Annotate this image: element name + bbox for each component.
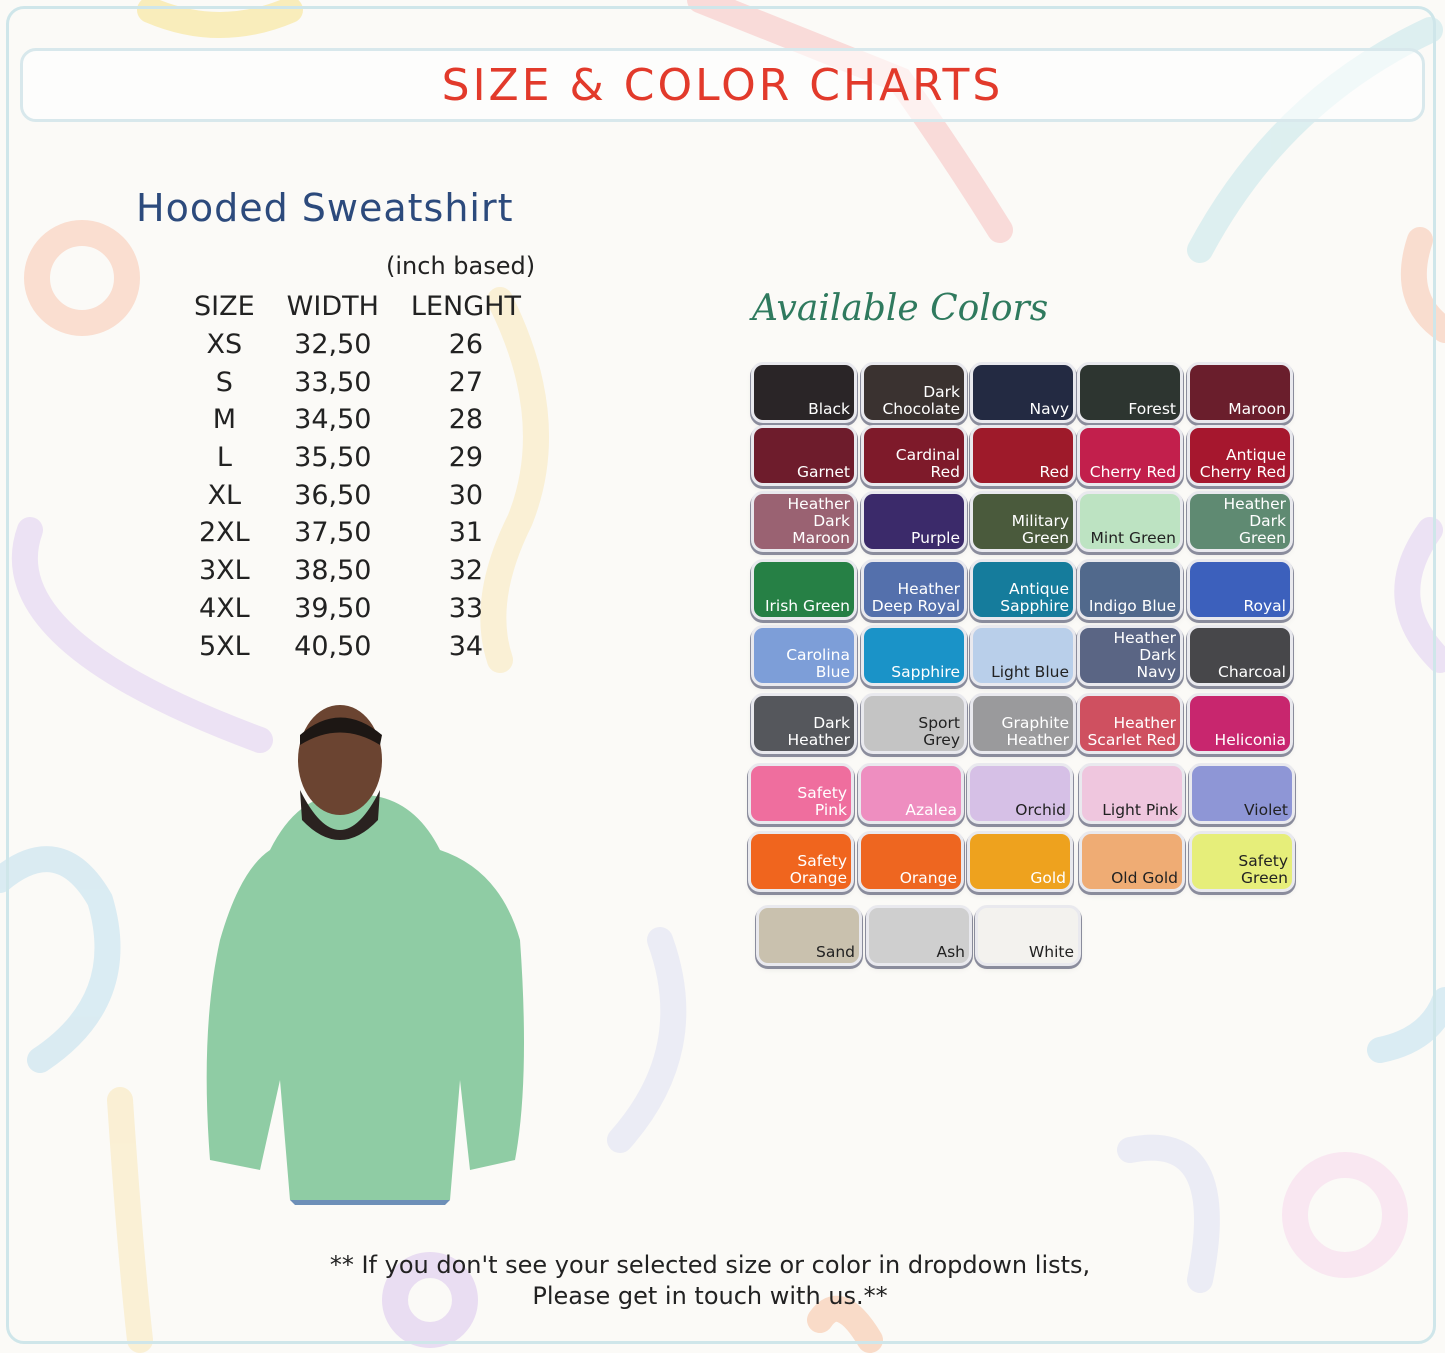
size-cell-size: M: [212, 404, 236, 436]
product-name: Hooded Sweatshirt: [136, 186, 514, 230]
size-cell-length: 34: [448, 630, 484, 662]
color-swatch-cardinal-red: Cardinal Red: [864, 428, 964, 483]
color-swatch-charcoal: Charcoal: [1190, 628, 1290, 683]
size-cell-length: 33: [448, 592, 484, 624]
size-cell-width: 32,50: [294, 329, 372, 361]
size-row: XS 32,50 26: [178, 326, 537, 364]
color-swatch-gold: Gold: [970, 834, 1070, 889]
color-swatch-azalea: Azalea: [861, 766, 961, 821]
size-cell-size: S: [215, 366, 233, 398]
size-cell-length: 32: [448, 555, 484, 587]
size-cell-length: 26: [448, 329, 484, 361]
size-row: 4XL 39,50 33: [178, 590, 537, 628]
color-swatch-military-green: Military Green: [973, 494, 1073, 549]
size-row: L 35,50 29: [178, 439, 537, 477]
color-swatch-royal: Royal: [1190, 562, 1290, 617]
size-cell-length: 29: [448, 442, 484, 474]
size-row: 3XL 38,50 32: [178, 552, 537, 590]
color-swatch-light-blue: Light Blue: [973, 628, 1073, 683]
color-swatch-navy: Navy: [973, 365, 1073, 420]
color-swatch-sand: Sand: [759, 908, 859, 963]
color-swatch-indigo-blue: Indigo Blue: [1080, 562, 1180, 617]
size-cell-size: 2XL: [198, 517, 250, 549]
color-swatch-safety-pink: Safety Pink: [751, 766, 851, 821]
color-swatch-heather-dark-navy: Heather Dark Navy: [1080, 628, 1180, 683]
column-header-length: LENGHT: [410, 291, 521, 323]
color-swatch-heather-dark-maroon: Heather Dark Maroon: [754, 494, 854, 549]
color-swatch-purple: Purple: [864, 494, 964, 549]
size-row: S 33,50 27: [178, 363, 537, 401]
title-bar: SIZE & COLOR CHARTS: [20, 48, 1425, 122]
size-cell-width: 34,50: [294, 404, 372, 436]
size-cell-width: 35,50: [294, 442, 372, 474]
size-cell-width: 36,50: [294, 479, 372, 511]
footer-note-line-1: ** If you don't see your selected size o…: [329, 1251, 1091, 1279]
color-swatch-heather-deep-royal: Heather Deep Royal: [864, 562, 964, 617]
color-swatch-black: Black: [754, 365, 854, 420]
page-frame: [6, 6, 1436, 1344]
size-row: XL 36,50 30: [178, 476, 537, 514]
color-swatch-forest: Forest: [1080, 365, 1180, 420]
color-swatch-orchid: Orchid: [970, 766, 1070, 821]
color-swatch-dark-chocolate: Dark Chocolate: [864, 365, 964, 420]
page-title: SIZE & COLOR CHARTS: [441, 59, 1004, 111]
size-cell-length: 30: [448, 479, 484, 511]
color-swatch-maroon: Maroon: [1190, 365, 1290, 420]
size-cell-size: XL: [207, 479, 242, 511]
size-row: M 34,50 28: [178, 401, 537, 439]
color-swatch-safety-green: Safety Green: [1192, 834, 1292, 889]
color-swatch-sapphire: Sapphire: [864, 628, 964, 683]
color-swatch-irish-green: Irish Green: [754, 562, 854, 617]
color-swatch-heather-scarlet-red: Heather Scarlet Red: [1080, 696, 1180, 751]
column-header-size: SIZE: [194, 291, 255, 323]
size-row: 5XL 40,50 34: [178, 627, 537, 665]
color-swatch-orange: Orange: [861, 834, 961, 889]
size-cell-length: 28: [448, 404, 484, 436]
available-colors-heading: Available Colors: [752, 288, 1049, 329]
size-cell-size: 4XL: [198, 592, 250, 624]
color-swatch-old-gold: Old Gold: [1082, 834, 1182, 889]
color-swatch-light-pink: Light Pink: [1082, 766, 1182, 821]
color-swatch-garnet: Garnet: [754, 428, 854, 483]
footer-note: ** If you don't see your selected size o…: [0, 1250, 1420, 1312]
color-swatch-white: White: [978, 908, 1078, 963]
model-hoodie-image: [206, 705, 524, 1205]
footer-note-line-2: Please get in touch with us.**: [532, 1282, 888, 1310]
size-table: SIZE WIDTH LENGHT XS 32,50 26 S 33,50 27 M 34,5…: [178, 288, 537, 665]
size-cell-size: XS: [206, 329, 243, 361]
color-swatch-antique-cherry-red: Antique Cherry Red: [1190, 428, 1290, 483]
size-cell-width: 40,50: [294, 630, 372, 662]
color-swatch-red: Red: [973, 428, 1073, 483]
color-swatch-violet: Violet: [1192, 766, 1292, 821]
color-swatch-heather-dark-green: Heather Dark Green: [1190, 494, 1290, 549]
unit-note: (inch based): [386, 252, 536, 280]
color-swatch-sport-grey: Sport Grey: [864, 696, 964, 751]
size-cell-size: 5XL: [198, 630, 250, 662]
size-cell-width: 39,50: [294, 592, 372, 624]
size-row: 2XL 37,50 31: [178, 514, 537, 552]
color-swatch-ash: Ash: [869, 908, 969, 963]
color-swatch-antique-sapphire: Antique Sapphire: [973, 562, 1073, 617]
size-cell-width: 38,50: [294, 555, 372, 587]
color-swatch-graphite-heather: Graphite Heather: [973, 696, 1073, 751]
size-table-header: SIZE WIDTH LENGHT: [178, 288, 537, 326]
color-swatch-safety-orange: Safety Orange: [751, 834, 851, 889]
size-cell-size: L: [216, 442, 232, 474]
size-cell-size: 3XL: [198, 555, 250, 587]
size-cell-width: 33,50: [294, 366, 372, 398]
size-cell-width: 37,50: [294, 517, 372, 549]
column-header-width: WIDTH: [286, 291, 379, 323]
color-swatch-dark-heather: Dark Heather: [754, 696, 854, 751]
color-swatch-cherry-red: Cherry Red: [1080, 428, 1180, 483]
color-swatch-mint-green: Mint Green: [1080, 494, 1180, 549]
size-cell-length: 27: [448, 366, 484, 398]
color-swatch-carolina-blue: Carolina Blue: [754, 628, 854, 683]
color-swatch-heliconia: Heliconia: [1190, 696, 1290, 751]
size-cell-length: 31: [448, 517, 484, 549]
